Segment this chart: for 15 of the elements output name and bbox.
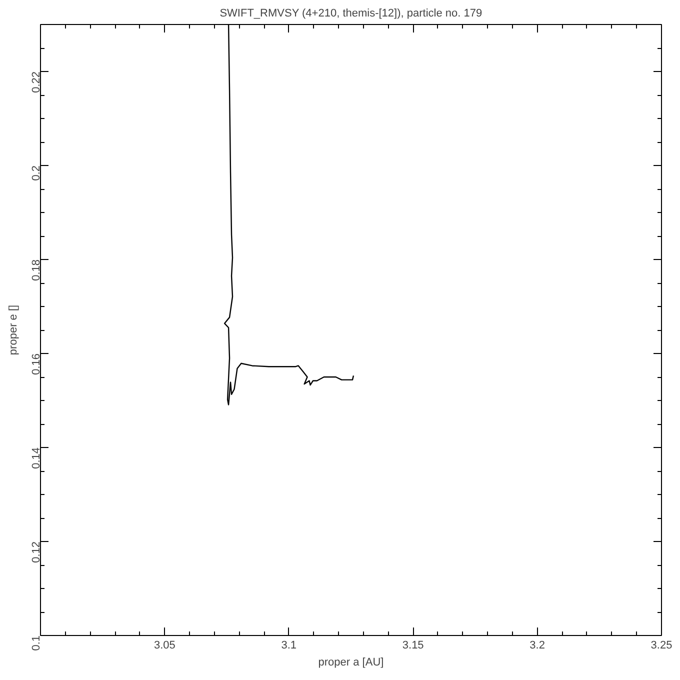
y-tick-label: 0.18 bbox=[30, 259, 42, 281]
y-tick-label: 0.22 bbox=[30, 71, 42, 93]
x-tick-label: 3.25 bbox=[650, 640, 672, 652]
x-tick-label: 3.05 bbox=[154, 640, 176, 652]
chart-title: SWIFT_RMVSY (4+210, themis-[12]), particle no. 179 bbox=[220, 8, 482, 20]
y-tick-label: 0.12 bbox=[30, 541, 42, 563]
x-axis-title: proper a [AU] bbox=[318, 656, 384, 668]
y-tick-label: 0.16 bbox=[30, 353, 42, 375]
y-tick-label: 0.14 bbox=[30, 447, 42, 469]
y-tick-label: 0.1 bbox=[30, 635, 42, 651]
y-tick-label: 0.2 bbox=[30, 165, 42, 181]
x-tick-label: 3.2 bbox=[530, 640, 545, 652]
x-tick-label: 3.1 bbox=[281, 640, 297, 652]
y-axis-title: proper e [] bbox=[8, 304, 20, 356]
x-tick-label: 3.15 bbox=[402, 640, 424, 652]
